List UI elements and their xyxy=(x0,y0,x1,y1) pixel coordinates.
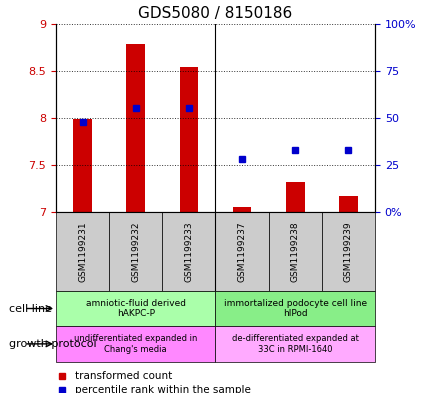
FancyBboxPatch shape xyxy=(215,212,268,291)
FancyBboxPatch shape xyxy=(56,291,215,326)
Text: GSM1199239: GSM1199239 xyxy=(343,221,352,282)
Text: percentile rank within the sample: percentile rank within the sample xyxy=(75,385,250,393)
FancyBboxPatch shape xyxy=(321,212,374,291)
Text: GSM1199233: GSM1199233 xyxy=(184,221,193,282)
Bar xyxy=(285,182,304,212)
Bar xyxy=(126,44,145,212)
Text: immortalized podocyte cell line
hIPod: immortalized podocyte cell line hIPod xyxy=(223,299,366,318)
Text: de-differentiated expanded at
33C in RPMI-1640: de-differentiated expanded at 33C in RPM… xyxy=(231,334,358,354)
Text: GSM1199238: GSM1199238 xyxy=(290,221,299,282)
Text: cell line: cell line xyxy=(9,303,52,314)
Text: GSM1199237: GSM1199237 xyxy=(237,221,246,282)
FancyBboxPatch shape xyxy=(215,291,374,326)
Text: growth protocol: growth protocol xyxy=(9,339,96,349)
FancyBboxPatch shape xyxy=(56,212,109,291)
Text: amniotic-fluid derived
hAKPC-P: amniotic-fluid derived hAKPC-P xyxy=(86,299,185,318)
Title: GDS5080 / 8150186: GDS5080 / 8150186 xyxy=(138,6,292,21)
FancyBboxPatch shape xyxy=(56,326,215,362)
Text: GSM1199231: GSM1199231 xyxy=(78,221,87,282)
Bar xyxy=(232,207,251,212)
Text: GSM1199232: GSM1199232 xyxy=(131,221,140,282)
Text: transformed count: transformed count xyxy=(75,371,172,381)
FancyBboxPatch shape xyxy=(109,212,162,291)
FancyBboxPatch shape xyxy=(162,212,215,291)
Bar xyxy=(338,196,357,212)
Bar xyxy=(73,119,92,212)
Text: undifferentiated expanded in
Chang's media: undifferentiated expanded in Chang's med… xyxy=(74,334,197,354)
Bar xyxy=(179,67,198,212)
FancyBboxPatch shape xyxy=(268,212,321,291)
FancyBboxPatch shape xyxy=(215,326,374,362)
